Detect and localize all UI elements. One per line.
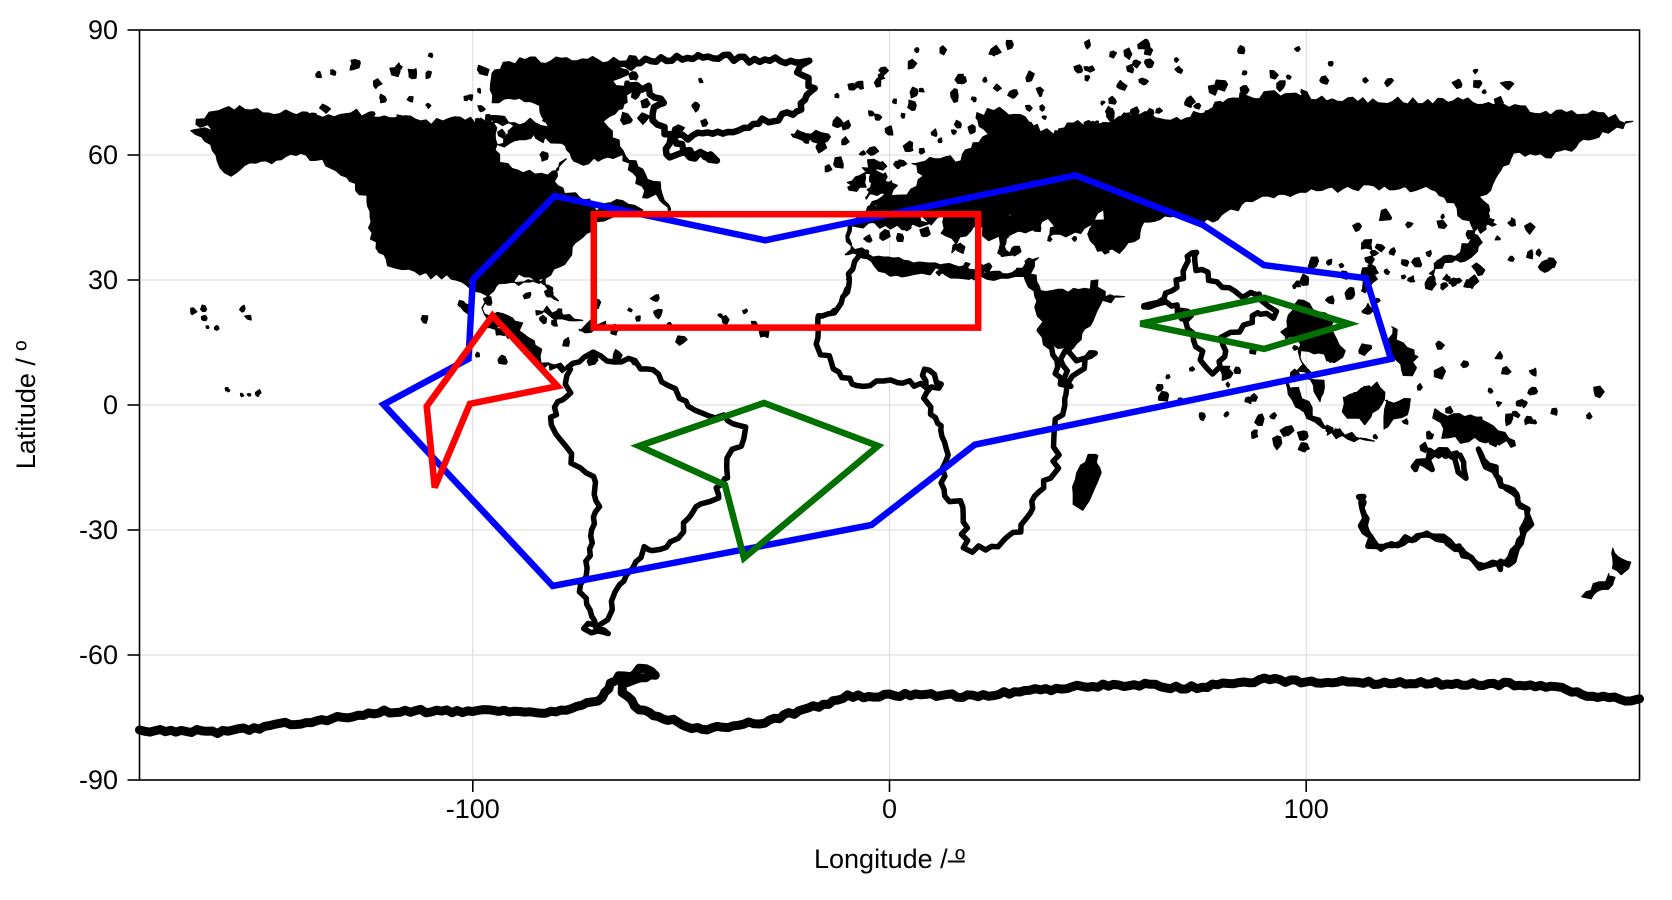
svg-text:60: 60 bbox=[88, 140, 118, 170]
svg-text:-100: -100 bbox=[446, 794, 500, 824]
svg-text:0: 0 bbox=[103, 390, 118, 420]
svg-text:-90: -90 bbox=[79, 765, 118, 795]
svg-text:-60: -60 bbox=[79, 640, 118, 670]
svg-text:Longitude / º: Longitude / º bbox=[814, 844, 965, 874]
svg-text:0: 0 bbox=[882, 794, 897, 824]
svg-text:30: 30 bbox=[88, 265, 118, 295]
svg-text:100: 100 bbox=[1284, 794, 1329, 824]
svg-text:Latitude / º: Latitude / º bbox=[11, 341, 41, 470]
svg-text:-30: -30 bbox=[79, 515, 118, 545]
svg-text:90: 90 bbox=[88, 15, 118, 45]
